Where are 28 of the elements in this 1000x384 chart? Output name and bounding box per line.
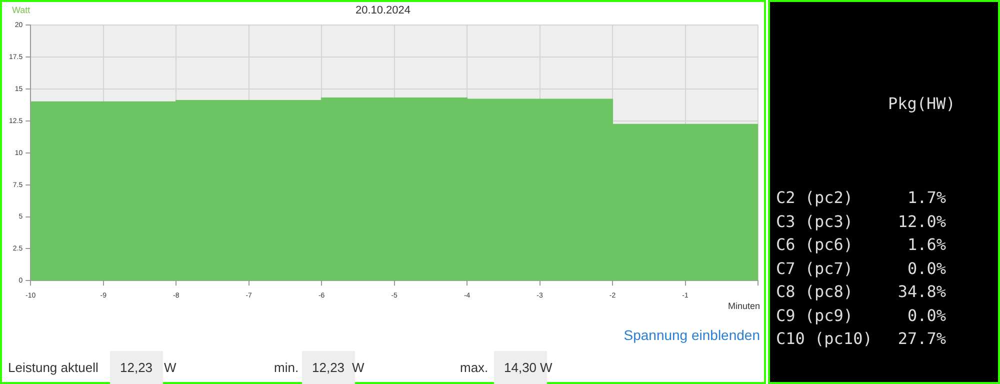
text: Leistung aktuell <box>8 360 98 375</box>
text: C9 (pc9) <box>776 306 854 324</box>
text: 0.0% <box>907 306 946 324</box>
text: C8 (pc8) <box>776 282 854 301</box>
text: 0.0% <box>907 258 946 278</box>
text: 12,23 <box>312 360 345 375</box>
text: 12.0% <box>898 212 946 230</box>
text: Spannung einblenden <box>624 327 760 343</box>
text: max. <box>460 360 488 375</box>
text: C6 (pc6) <box>776 235 854 254</box>
text: C2 (pc2) <box>776 188 854 207</box>
y-axis-title: Watt <box>12 4 31 15</box>
text: 34.8% <box>898 282 946 301</box>
text: 14,30 <box>504 360 537 375</box>
text: C7 (pc7) <box>776 258 854 278</box>
text: W <box>164 360 176 375</box>
x-axis-title: Minuten <box>728 300 760 311</box>
text: 1.6% <box>907 235 946 254</box>
text: W <box>540 360 552 375</box>
text: Pkg(HW) <box>888 94 956 113</box>
text: C3 (pc3) <box>776 212 854 230</box>
text: 1.7% <box>907 188 946 207</box>
text: 12,23 <box>110 351 163 384</box>
text: 27.7% <box>898 329 946 348</box>
text: C10 (pc10) <box>776 329 872 348</box>
text: W <box>352 360 364 375</box>
text: min. <box>274 360 299 375</box>
chart-title: 20.10.2024 <box>355 4 411 17</box>
